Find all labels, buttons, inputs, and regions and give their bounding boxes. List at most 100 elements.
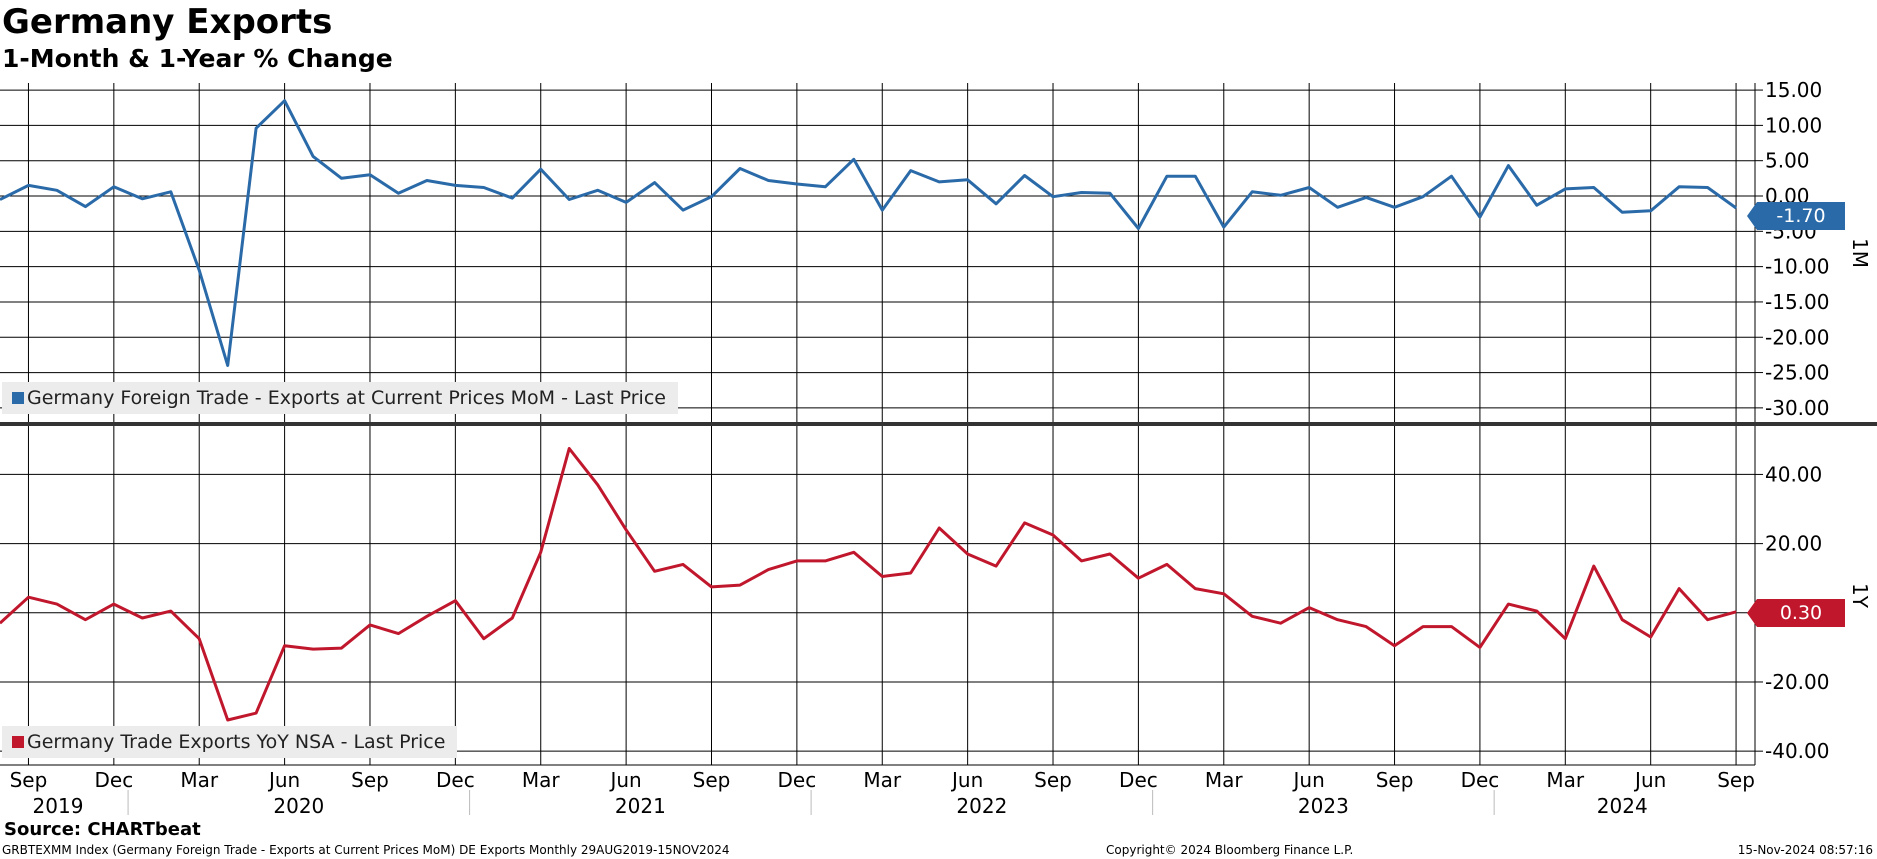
x-tick-label: Mar [1546, 768, 1585, 792]
x-tick-label: Sep [1376, 768, 1414, 792]
chart-title: Germany Exports [2, 2, 333, 42]
data-point-yoy [1052, 534, 1054, 536]
x-year-label: 2020 [273, 794, 324, 818]
chart-subtitle: 1-Month & 1-Year % Change [2, 44, 393, 73]
data-point-mom [1137, 227, 1139, 229]
data-point-mom [227, 365, 229, 366]
data-point-mom [682, 209, 684, 211]
data-point-yoy [1564, 638, 1566, 640]
y-tick-label-top: -25.00 [1765, 361, 1829, 385]
data-point-mom [597, 189, 599, 191]
data-point-mom [113, 186, 115, 188]
data-point-yoy [483, 638, 485, 640]
data-point-mom [1080, 191, 1082, 193]
data-point-mom [711, 196, 712, 198]
data-point-mom [198, 269, 200, 271]
data-point-yoy [1308, 607, 1310, 609]
data-point-yoy [1479, 646, 1481, 648]
data-point-mom [1308, 187, 1310, 189]
data-point-yoy [995, 565, 997, 567]
x-tick-label: Dec [1119, 768, 1158, 792]
data-point-mom [824, 186, 826, 188]
data-point-mom [1194, 175, 1196, 177]
y-tick-label-top: 5.00 [1765, 149, 1810, 173]
data-point-yoy [141, 617, 143, 619]
x-tick-label: Sep [1034, 768, 1072, 792]
data-point-mom [1109, 192, 1111, 194]
y-tick-label-top: -20.00 [1765, 325, 1829, 349]
x-tick-label: Jun [608, 768, 641, 792]
data-point-mom [1337, 206, 1339, 208]
data-point-yoy [1337, 619, 1339, 621]
data-point-mom [1166, 175, 1168, 177]
data-point-mom [312, 155, 314, 157]
timestamp: 15-Nov-2024 08:57:16 [1737, 843, 1873, 857]
data-point-mom [967, 179, 969, 181]
y-tick-label-bottom: 40.00 [1765, 462, 1822, 486]
data-point-yoy [1080, 560, 1082, 562]
source-note: Source: CHARTbeat [4, 819, 201, 840]
data-point-yoy [113, 603, 115, 605]
data-point-mom [255, 127, 257, 129]
data-point-mom [881, 209, 883, 211]
data-point-mom [341, 177, 343, 179]
y-tick-label-top: -15.00 [1765, 290, 1829, 314]
data-point-yoy [1593, 565, 1595, 567]
data-point-mom [426, 179, 428, 181]
data-point-mom [1536, 204, 1538, 206]
data-point-yoy [341, 647, 343, 649]
data-point-yoy [1223, 593, 1225, 595]
legend-yoy: Germany Trade Exports YoY NSA - Last Pri… [2, 726, 458, 758]
data-point-yoy [568, 447, 570, 449]
ticker-description: GRBTEXMM Index (Germany Foreign Trade - … [2, 843, 730, 857]
x-year-label: 2019 [33, 794, 84, 818]
data-point-mom [1707, 187, 1709, 189]
data-point-mom [1422, 196, 1424, 198]
data-point-mom [483, 187, 485, 189]
y-tick-label-bottom: -40.00 [1765, 739, 1829, 763]
x-tick-label: Dec [94, 768, 133, 792]
data-point-yoy [654, 570, 656, 572]
data-point-yoy [369, 624, 371, 626]
series-line-mom [0, 99, 1737, 367]
series-line-yoy [0, 447, 1737, 722]
data-point-mom [625, 201, 627, 203]
data-point-mom [654, 182, 656, 184]
data-point-mom [995, 203, 997, 205]
data-point-yoy [198, 638, 200, 640]
y-tick-label-top: 10.00 [1765, 113, 1822, 137]
data-point-mom [1251, 191, 1253, 193]
data-point-yoy [853, 551, 855, 553]
data-point-yoy [255, 712, 257, 714]
data-point-yoy [1194, 588, 1196, 590]
data-point-yoy [454, 600, 456, 602]
x-tick-label: Mar [180, 768, 219, 792]
data-point-mom [796, 183, 798, 185]
data-point-yoy [1394, 645, 1396, 647]
data-point-mom [511, 197, 513, 199]
data-point-mom [56, 189, 58, 191]
x-tick-label: Dec [436, 768, 475, 792]
data-point-mom [1365, 196, 1367, 198]
data-point-yoy [967, 553, 969, 555]
x-tick-label: Sep [351, 768, 389, 792]
data-point-mom [1479, 216, 1481, 218]
y-tick-label-bottom: -20.00 [1765, 670, 1829, 694]
data-point-mom [853, 158, 855, 160]
data-point-yoy [910, 572, 912, 574]
data-point-yoy [284, 645, 286, 647]
x-tick-label: Sep [693, 768, 731, 792]
data-point-yoy [682, 563, 684, 565]
data-point-yoy [1365, 626, 1367, 628]
data-point-yoy [27, 596, 29, 598]
last-value-tag-mom: -1.70 [1747, 202, 1845, 230]
data-point-yoy [1735, 611, 1737, 613]
legend-swatch-mom [12, 392, 24, 404]
data-point-yoy [56, 603, 58, 605]
data-point-yoy [511, 617, 513, 619]
legend-label-mom: Germany Foreign Trade - Exports at Curre… [27, 387, 666, 409]
x-tick-label: Mar [522, 768, 561, 792]
data-point-mom [454, 184, 456, 186]
data-point-yoy [1166, 563, 1168, 565]
